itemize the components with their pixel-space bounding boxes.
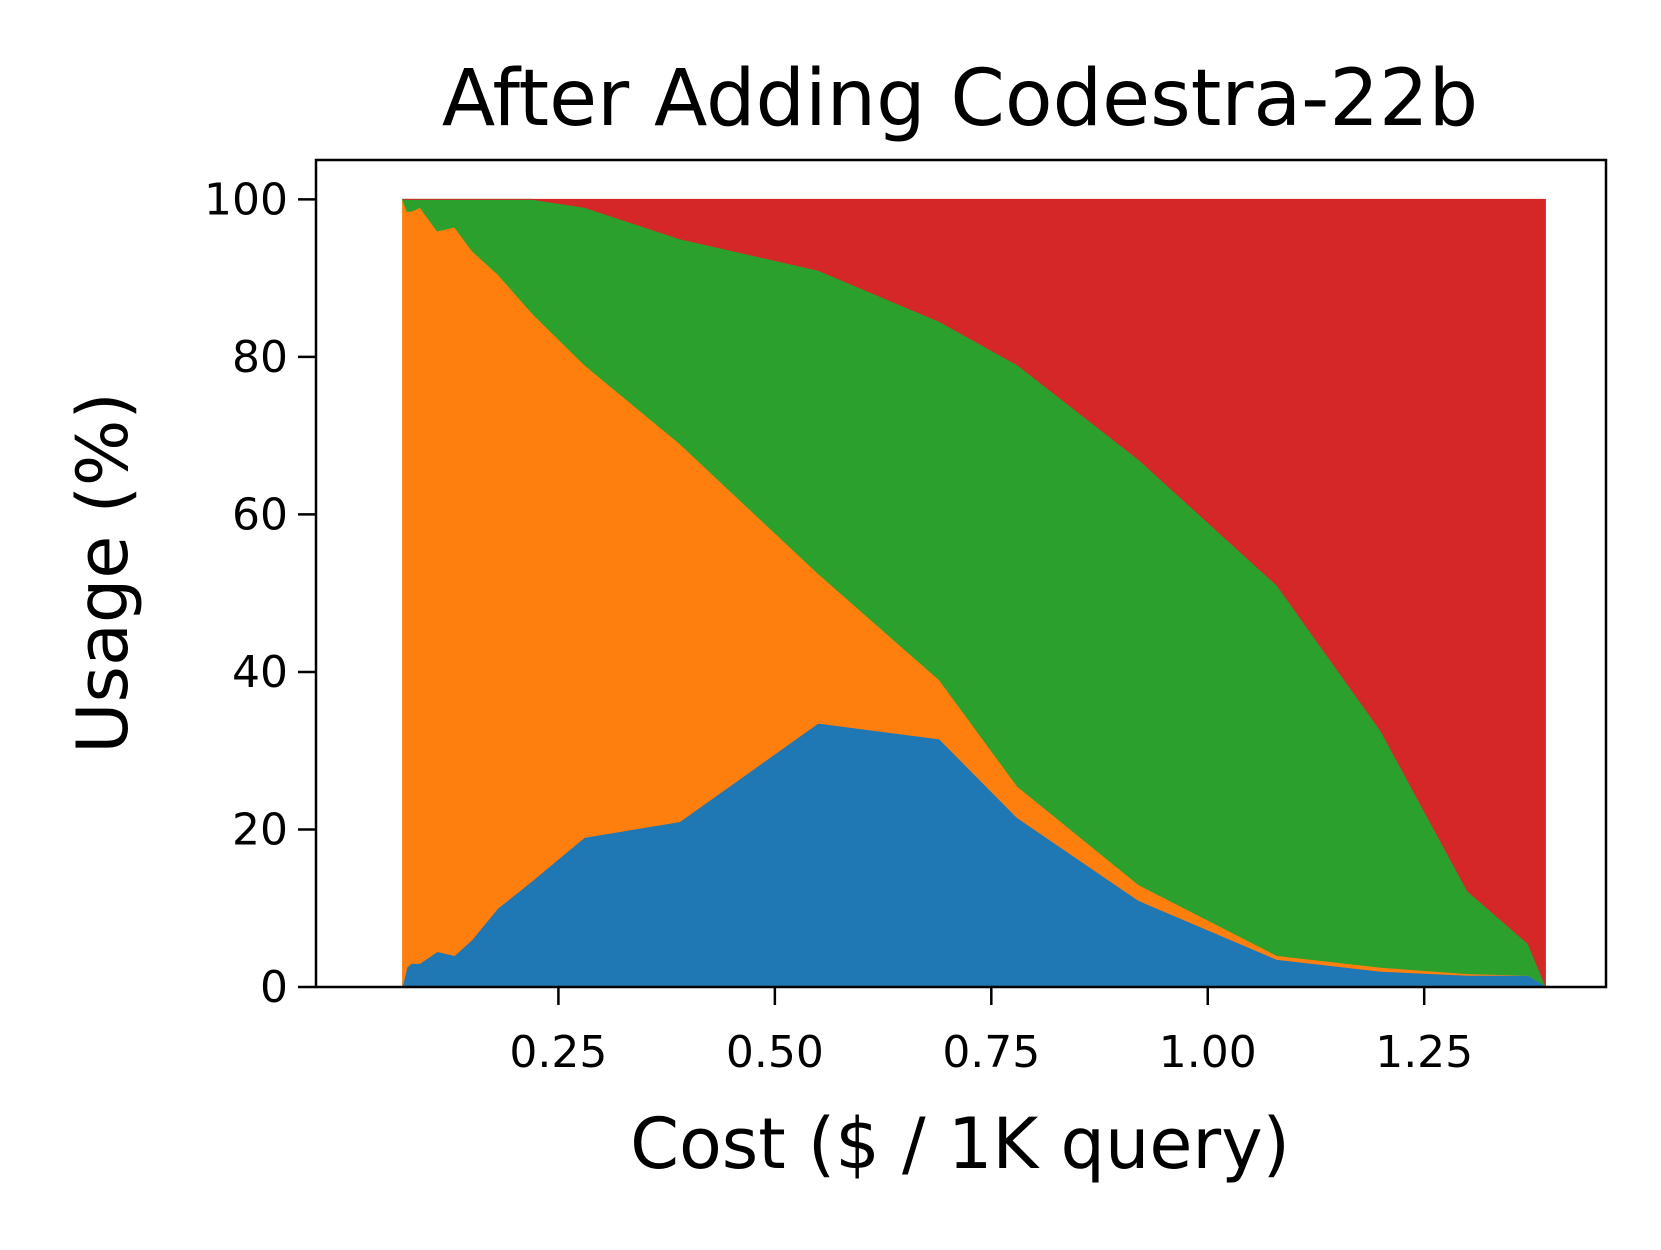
x-tick-label: 0.25: [509, 1027, 607, 1078]
area-series-4: [402, 198, 1546, 986]
x-tick-label: 1.00: [1159, 1027, 1257, 1078]
x-tick-label: 0.75: [942, 1027, 1040, 1078]
chart-title: After Adding Codestra-22b: [442, 54, 1478, 144]
y-tick-label: 60: [232, 489, 288, 540]
plot-frame: [314, 158, 1608, 989]
area-layer: [401, 198, 1547, 988]
y-tick-label: 20: [232, 804, 288, 855]
y-tick-label: 80: [232, 332, 288, 383]
y-tick-label: 0: [260, 962, 288, 1013]
x-axis-label: Cost ($ / 1K query): [630, 1103, 1290, 1185]
y-tick-label: 100: [204, 174, 288, 225]
x-tick-label: 1.25: [1375, 1027, 1473, 1078]
x-tick-label: 0.50: [726, 1027, 824, 1078]
y-tick-label: 40: [232, 647, 288, 698]
tick-layer: 0 20 40 60 80 100 0.25 0.50 0.75 1.00 1.25: [204, 174, 1473, 1078]
y-axis-label: Usage (%): [62, 392, 144, 753]
